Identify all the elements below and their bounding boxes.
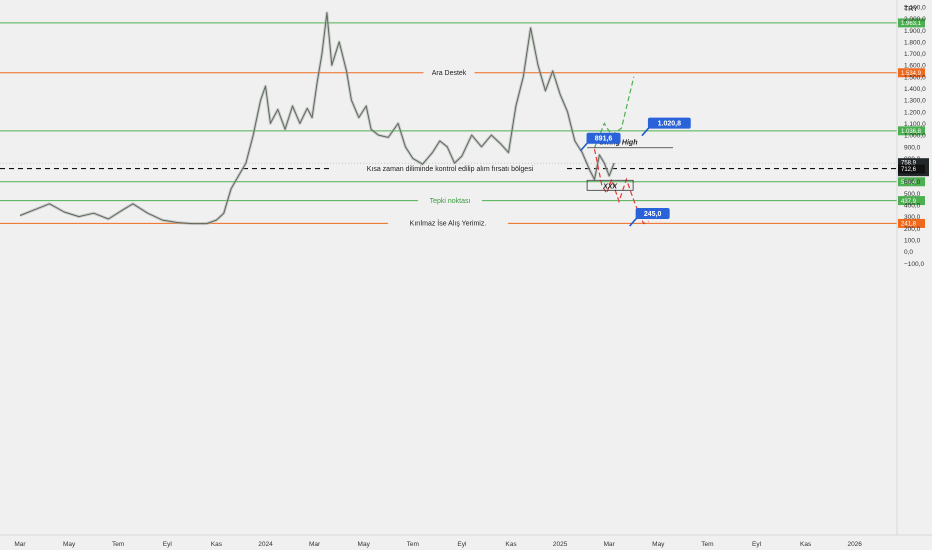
x-tick-label: May	[358, 541, 371, 548]
level-price-tag	[898, 18, 925, 28]
level-text-bg	[418, 195, 482, 206]
y-tick-label: 1.900,0	[904, 28, 926, 35]
x-tick-label: Eyl	[163, 541, 173, 548]
callout-box	[635, 208, 670, 220]
y-tick-label: 200,0	[904, 226, 921, 233]
level-price-tag	[898, 126, 925, 136]
level-price-label: 437,9	[901, 199, 917, 205]
callout-box	[647, 117, 691, 129]
horizontal-levels: 1.963,1 Ara Destek 1.534,9 1.036,8 599,4 Tepk…	[0, 18, 925, 229]
x-tick-label: Kas	[505, 541, 517, 548]
level-price-label: 599,4	[901, 180, 917, 186]
current-price-label: 758,9	[901, 161, 917, 167]
y-tick-label: 1.000,0	[904, 133, 926, 140]
y-tick-label: 0,0	[904, 249, 913, 256]
y-tick-label: −100,0	[904, 261, 924, 268]
level-text: Kırılmaz İse Alış Yerimiz.	[410, 219, 487, 228]
callout-box	[586, 132, 621, 144]
y-tick-label: 300,0	[904, 214, 921, 221]
level-price-tag	[898, 196, 925, 206]
y-tick-label: 1.300,0	[904, 98, 926, 105]
y-tick-label: 1.500,0	[904, 74, 926, 81]
x-tick-label: Tem	[112, 541, 124, 548]
x-tick-label: May	[63, 541, 76, 548]
level-text: Ara Destek	[432, 70, 467, 77]
x-tick-label: Eyl	[457, 541, 467, 548]
bearish-projection	[593, 148, 649, 225]
x-axis: Mar May Tem Eyl Kas 2024 Mar May Tem Eyl Kas 2025 Ma…	[0, 534, 932, 548]
y-tick-label: 2.100,0	[904, 4, 926, 11]
level-price-label: 1.036,8	[901, 129, 922, 135]
level-text-bg	[388, 218, 508, 229]
marker-price-tag	[898, 164, 925, 174]
x-tick-label: Eyl	[752, 541, 762, 548]
x-tick-label: May	[652, 541, 665, 548]
marker-price-label: 712,6	[901, 167, 917, 173]
dashed-level-text-bg	[333, 163, 567, 174]
xxx-label: XXX	[602, 183, 618, 190]
level-price-label: 1.534,9	[901, 71, 922, 77]
level-price-label: 1.963,1	[901, 21, 922, 27]
dashed-level-text: Kısa zaman diliminde kontrol edilip alım…	[367, 166, 534, 173]
xxx-box	[586, 179, 634, 191]
x-tick-label: Mar	[604, 541, 616, 548]
y-tick-label: 1.800,0	[904, 39, 926, 46]
level-price-tag	[898, 177, 925, 187]
price-line	[19, 12, 615, 225]
level-text: Tepki noktası	[430, 198, 471, 205]
callout-label: 1.020,8	[658, 121, 681, 128]
y-tick-label: 1.400,0	[904, 86, 926, 93]
y-tick-label: 1.600,0	[904, 63, 926, 70]
callout-label: 245,0	[644, 211, 662, 218]
x-tick-label: Mar	[309, 541, 321, 548]
y-axis: −100,0 0,0 100,0 200,0 300,0 400,0 500,0 600,0 7…	[896, 0, 929, 535]
y-tick-label: 1.200,0	[904, 109, 926, 116]
y-tick-label: 900,0	[904, 144, 921, 151]
level-price-tag	[898, 218, 925, 228]
callout-label: 891,6	[595, 136, 613, 143]
callout-pointer	[629, 217, 638, 227]
x-tick-label: Kas	[211, 541, 223, 548]
x-tick-label: 2024	[258, 541, 273, 548]
price-series	[19, 11, 616, 226]
y-tick-label: 100,0	[904, 237, 921, 244]
x-tick-label: 2025	[553, 541, 568, 548]
level-price-tag	[898, 68, 925, 78]
x-tick-label: Mar	[14, 541, 26, 548]
y-tick-label: 1.700,0	[904, 51, 926, 58]
callout-pointer	[579, 142, 589, 152]
level-price-label: 241,8	[901, 222, 917, 228]
currency-label: TRY	[904, 6, 918, 13]
y-tick-label: 600,0	[904, 179, 921, 186]
x-tick-label: 2026	[847, 541, 862, 548]
y-tick-label: 400,0	[904, 203, 921, 210]
y-tick-label: 2.000,0	[904, 16, 926, 23]
y-tick-label: 500,0	[904, 191, 921, 198]
x-tick-label: Kas	[800, 541, 812, 548]
x-tick-label: Tem	[701, 541, 713, 548]
level-text-bg	[423, 67, 475, 78]
y-tick-label: 1.100,0	[904, 121, 926, 128]
callout-pointer	[641, 127, 650, 137]
x-tick-label: Tem	[407, 541, 419, 548]
